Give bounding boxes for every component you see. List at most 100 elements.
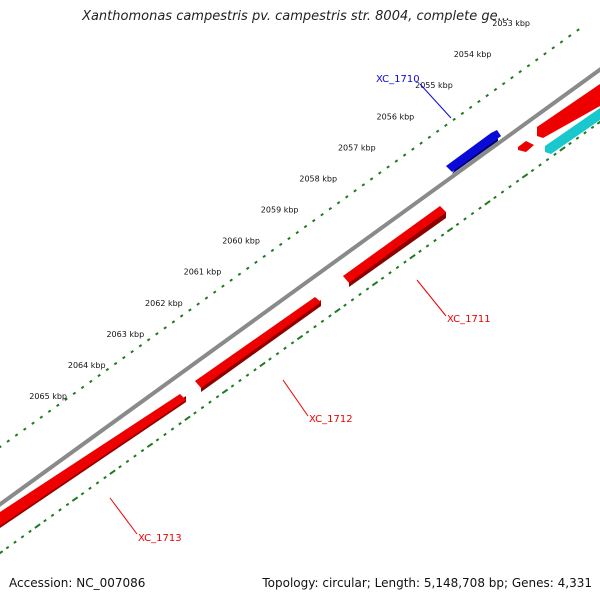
minor-tick-mark	[245, 266, 250, 270]
minor-tick-mark	[568, 141, 572, 146]
minor-tick-mark	[559, 40, 564, 44]
minor-tick-mark	[460, 111, 465, 116]
minor-tick-mark	[58, 508, 62, 512]
minor-tick-mark	[65, 502, 70, 507]
minor-tick-mark	[425, 244, 430, 248]
minor-tick-mark	[305, 330, 310, 334]
minor-tick-mark	[543, 52, 547, 56]
minor-tick-mark	[518, 70, 522, 74]
minor-tick-mark	[113, 361, 118, 366]
minor-tick-mark	[452, 117, 456, 122]
minor-tick-mark	[122, 355, 126, 360]
minor-tick-mark	[526, 64, 531, 68]
minor-tick-mark	[105, 367, 110, 372]
minor-tick-mark	[419, 141, 423, 145]
minor-tick-mark	[485, 93, 489, 98]
tick-label: 2063 kbp	[106, 330, 144, 339]
gene-xc-1712[interactable]: XC_1712	[195, 297, 353, 425]
minor-tick-mark	[130, 350, 134, 354]
minor-tick-mark	[28, 529, 32, 534]
minor-tick-mark	[268, 357, 272, 361]
minor-tick-mark	[14, 433, 19, 437]
minor-tick-mark	[80, 492, 85, 496]
gene-feature-edge-red[interactable]	[537, 84, 600, 138]
minor-tick-mark	[95, 481, 100, 485]
minor-tick-mark	[97, 373, 101, 378]
minor-tick-mark	[170, 427, 175, 431]
minor-tick-mark	[163, 326, 167, 330]
minor-tick-mark	[411, 147, 415, 151]
minor-tick-mark	[146, 338, 151, 342]
minor-tick-mark	[89, 379, 93, 384]
gene-feature-small[interactable]	[518, 141, 534, 152]
minor-tick-mark	[22, 427, 27, 431]
minor-tick-mark	[395, 265, 400, 270]
gene-feature-edge-cyan[interactable]	[545, 108, 600, 154]
gene-xc-1711[interactable]: XC_1711	[343, 206, 491, 325]
minor-tick-mark	[343, 303, 347, 307]
minor-tick-mark	[433, 238, 437, 243]
major-tick-mark	[296, 334, 304, 341]
minor-tick-mark	[88, 486, 92, 491]
accession-label: Accession: NC_007086	[9, 576, 146, 590]
minor-tick-mark	[31, 421, 35, 425]
minor-tick-mark	[350, 298, 355, 302]
major-tick-mark	[34, 523, 41, 529]
minor-tick-mark	[468, 105, 473, 110]
minor-tick-mark	[534, 58, 539, 62]
minor-tick-mark	[553, 152, 557, 156]
minor-tick-mark	[171, 320, 176, 324]
major-tick-mark	[446, 227, 454, 233]
minor-tick-mark	[275, 351, 280, 356]
minor-tick-mark	[444, 123, 448, 127]
minor-tick-mark	[208, 400, 212, 404]
minor-tick-mark	[72, 391, 77, 396]
minor-tick-mark	[369, 177, 374, 181]
gene-xc-1713[interactable]: XC_1713	[0, 394, 186, 544]
minor-tick-mark	[311, 218, 316, 223]
minor-tick-mark	[118, 465, 122, 469]
minor-tick-mark	[254, 260, 258, 264]
minor-tick-mark	[380, 276, 385, 280]
minor-tick-mark	[590, 125, 595, 130]
genome-summary: Topology: circular; Length: 5,148,708 bp…	[262, 576, 592, 590]
major-tick-mark	[71, 496, 79, 502]
minor-tick-mark	[287, 236, 291, 241]
gene-feature-body	[195, 297, 321, 388]
gene-xc-1710[interactable]: XC_1710	[376, 74, 501, 174]
gene-feature-body	[446, 130, 501, 172]
minor-tick-mark	[221, 284, 225, 288]
minor-tick-mark	[365, 287, 370, 291]
minor-tick-mark	[394, 159, 399, 163]
minor-tick-mark	[204, 296, 209, 300]
minor-tick-mark	[13, 540, 17, 544]
gene-label-leader	[419, 83, 452, 119]
map-title: Xanthomonas campestris pv. campestris st…	[82, 9, 510, 24]
minor-tick-mark	[278, 242, 283, 247]
minor-tick-mark	[515, 179, 520, 183]
minor-tick-mark	[237, 272, 242, 276]
major-tick-mark	[146, 442, 154, 448]
minor-tick-mark	[303, 224, 308, 229]
major-tick-mark	[521, 173, 529, 179]
gene-feature-body	[0, 394, 186, 526]
minor-tick-mark	[56, 403, 60, 407]
minor-tick-mark	[295, 230, 300, 235]
major-tick-mark	[596, 120, 600, 125]
tick-label: 2056 kbp	[377, 112, 415, 121]
minor-tick-mark	[477, 99, 481, 104]
inner-tick-track	[0, 120, 600, 555]
gene-label-xc-1713: XC_1713	[138, 533, 182, 544]
minor-tick-mark	[545, 158, 550, 162]
minor-tick-mark	[138, 344, 143, 348]
tick-label: 2053 kbp	[492, 19, 530, 28]
major-tick-mark	[409, 254, 416, 260]
minor-tick-mark	[270, 248, 275, 253]
minor-tick-mark	[501, 81, 506, 86]
minor-tick-mark	[320, 213, 324, 217]
minor-tick-mark	[283, 346, 287, 350]
minor-tick-mark	[435, 129, 440, 133]
tick-label: 2064 kbp	[68, 361, 106, 370]
minor-tick-mark	[188, 308, 192, 312]
tick-label: 2061 kbp	[184, 268, 222, 277]
